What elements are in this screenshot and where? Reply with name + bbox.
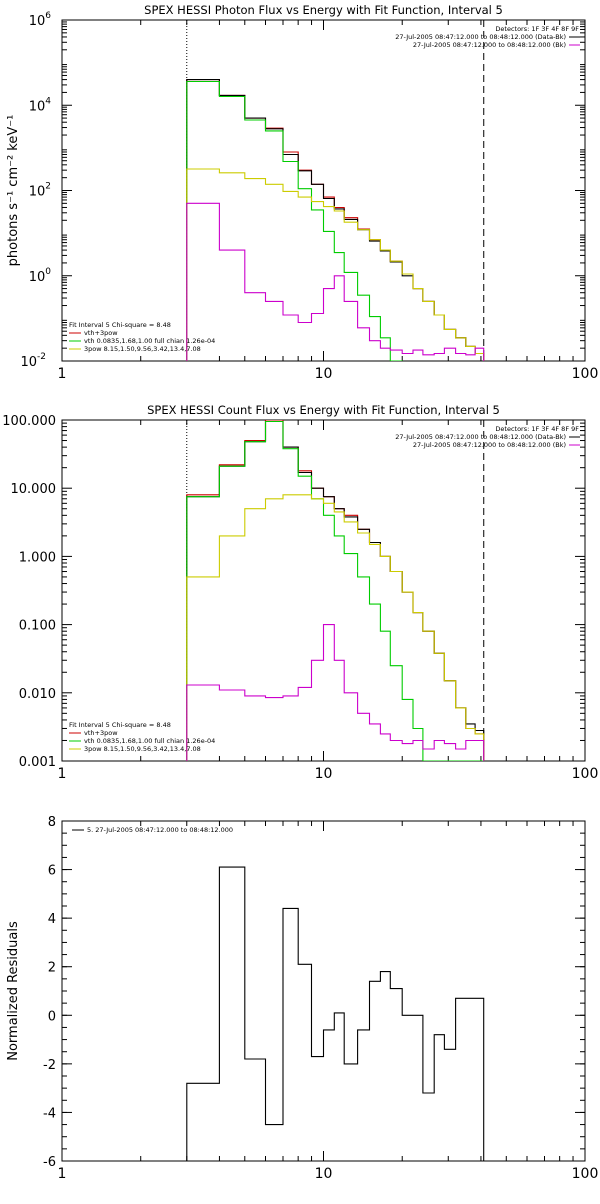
- y-tick-label: 6: [48, 864, 56, 879]
- y-tick-label: 10.000: [11, 482, 57, 497]
- y-tick-label: 4: [48, 912, 56, 927]
- legend-entry: 27-Jul-2005 08:47:12.000 to 08:48:12.000…: [395, 33, 566, 41]
- x-tick-label: 100: [572, 366, 599, 382]
- series-group: [186, 866, 485, 1161]
- series-1-step-line: [186, 420, 485, 761]
- series-1-step-line: [186, 79, 485, 361]
- y-tick-label: 106: [29, 11, 52, 29]
- chart-2: SPEX HESSI Count Flux vs Energy with Fit…: [2, 403, 598, 782]
- x-tick-label: 100: [572, 1166, 599, 1182]
- fit-legend-header: Fit Interval 5 Chi-square = 8.48: [69, 321, 171, 329]
- y-tick-label: -4: [43, 1106, 56, 1121]
- y-tick-label: -2: [43, 1058, 56, 1073]
- chart-1: SPEX HESSI Photon Flux vs Energy with Fi…: [6, 3, 598, 382]
- x-tick-label: 10: [315, 766, 333, 782]
- y-tick-label: 102: [29, 182, 51, 200]
- series-4-step-line: [186, 494, 485, 761]
- series-group: [186, 79, 485, 361]
- series-3-step-line: [186, 80, 485, 361]
- legend-entry: 5. 27-Jul-2005 08:47:12.000 to 08:48:12.…: [87, 826, 233, 834]
- y-tick-label: 2: [48, 961, 56, 976]
- series-5-step-line: [186, 202, 485, 361]
- fit-legend-entry: 3pow 8.15,1.50,9.56,3.42,13.4,7.08: [84, 345, 201, 353]
- series-3-step-line: [186, 420, 484, 761]
- fit-legend-entry: vth+3pow: [84, 729, 118, 737]
- y-tick-label: 1.000: [19, 550, 56, 565]
- series-1-step-line: [186, 866, 485, 1161]
- fit-legend-entry: vth 0.0835,1.68,1.00 full chian 1.26e-04: [84, 337, 215, 345]
- legend-entry: 27-Jul-2005 08:47:12.000 to 08:48:12.000…: [413, 41, 566, 49]
- y-tick-exponent: -2: [37, 352, 46, 362]
- fit-legend-entry: vth 0.0835,1.68,1.00 full chian 1.26e-04: [84, 737, 215, 745]
- y-tick-label: 0.010: [19, 687, 56, 702]
- x-tick-label: 1: [58, 1166, 67, 1182]
- y-tick-label: -6: [43, 1155, 56, 1170]
- y-tick-label: 100.000: [2, 414, 56, 429]
- y-axis-label: Normalized Residuals: [6, 921, 21, 1061]
- plot-frame: [61, 820, 586, 1162]
- chart-title: SPEX HESSI Photon Flux vs Energy with Fi…: [144, 3, 503, 17]
- y-tick-exponent: 4: [45, 96, 51, 106]
- y-tick-exponent: 0: [45, 267, 51, 277]
- y-tick-label: 10-2: [20, 352, 46, 370]
- legend-entry: 27-Jul-2005 08:47:12.000 to 08:48:12.000…: [395, 433, 566, 441]
- y-tick-exponent: 6: [45, 11, 51, 21]
- y-tick-label: 0.001: [19, 755, 56, 770]
- legend-header: Detectors: 1F 3F 4F 8F 9F: [495, 25, 579, 33]
- y-tick-label: 0.100: [19, 619, 56, 634]
- y-tick-label: 8: [48, 815, 56, 830]
- x-tick-label: 100: [572, 766, 599, 782]
- fit-legend-header: Fit Interval 5 Chi-square = 8.48: [69, 721, 171, 729]
- y-tick-label: 0: [48, 1009, 56, 1024]
- x-tick-label: 1: [58, 366, 67, 382]
- chart-3: Normalized Residuals 1 10 100 -6 -4 -2 0 2 4 6 8 5. …: [6, 815, 598, 1182]
- legend-entry: 27-Jul-2005 08:47:12.000 to 08:48:12.000…: [413, 441, 566, 449]
- fit-legend-entry: vth+3pow: [84, 329, 118, 337]
- x-tick-label: 10: [315, 366, 333, 382]
- y-tick-label: 100: [29, 267, 52, 285]
- y-tick-exponent: 2: [45, 182, 51, 192]
- series-4-step-line: [186, 168, 485, 361]
- fit-legend-entry: 3pow 8.15,1.50,9.56,3.42,13.4,7.08: [84, 745, 201, 753]
- chart-title: SPEX HESSI Count Flux vs Energy with Fit…: [147, 403, 500, 417]
- series-2-step-line: [186, 79, 485, 361]
- x-tick-label: 1: [58, 766, 67, 782]
- y-axis-label: photons s⁻¹ cm⁻² keV⁻¹: [6, 115, 21, 267]
- x-tick-label: 10: [315, 1166, 333, 1182]
- series-group: [186, 420, 485, 761]
- legend-header: Detectors: 1F 3F 4F 8F 9F: [495, 425, 579, 433]
- plot-frame: [61, 419, 586, 762]
- series-5-step-line: [186, 624, 485, 761]
- series-2-step-line: [186, 420, 485, 761]
- y-tick-label: 104: [29, 96, 52, 114]
